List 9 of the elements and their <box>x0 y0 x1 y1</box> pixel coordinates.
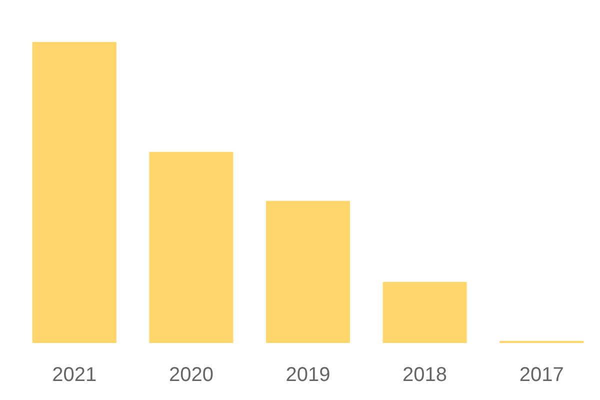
bar <box>32 42 116 343</box>
bar <box>382 282 467 343</box>
x-tick-label: 2021 <box>52 364 97 386</box>
x-tick-label: 2019 <box>286 364 330 386</box>
x-tick-label: 2020 <box>168 364 214 386</box>
x-tick-label: 2018 <box>402 364 448 386</box>
x-tick-label: 2017 <box>519 364 564 386</box>
bar <box>149 152 234 343</box>
bar <box>266 200 350 343</box>
